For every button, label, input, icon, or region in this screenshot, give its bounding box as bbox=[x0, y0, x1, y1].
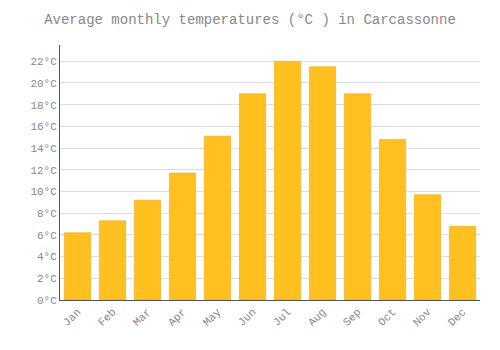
svg-text:Feb: Feb bbox=[96, 306, 118, 328]
svg-text:2°C: 2°C bbox=[37, 273, 57, 285]
svg-text:4°C: 4°C bbox=[37, 251, 57, 263]
svg-text:Sep: Sep bbox=[341, 306, 363, 328]
svg-text:Nov: Nov bbox=[411, 306, 434, 329]
svg-text:12°C: 12°C bbox=[30, 165, 57, 177]
svg-text:May: May bbox=[201, 306, 224, 329]
svg-text:Dec: Dec bbox=[446, 306, 468, 328]
svg-text:Aug: Aug bbox=[306, 306, 328, 328]
svg-text:Jan: Jan bbox=[61, 306, 83, 328]
svg-text:18°C: 18°C bbox=[30, 100, 57, 112]
svg-text:Apr: Apr bbox=[166, 306, 188, 328]
svg-text:22°C: 22°C bbox=[30, 56, 57, 68]
svg-text:Jun: Jun bbox=[236, 306, 258, 328]
svg-text:0°C: 0°C bbox=[37, 295, 57, 307]
svg-text:Jul: Jul bbox=[271, 306, 293, 328]
svg-text:14°C: 14°C bbox=[30, 143, 57, 155]
svg-text:6°C: 6°C bbox=[37, 230, 57, 242]
svg-text:10°C: 10°C bbox=[30, 186, 57, 198]
svg-text:Mar: Mar bbox=[131, 306, 153, 328]
svg-text:8°C: 8°C bbox=[37, 208, 57, 220]
svg-text:Oct: Oct bbox=[376, 306, 398, 328]
svg-text:20°C: 20°C bbox=[30, 78, 57, 90]
svg-text:Average monthly temperatures (: Average monthly temperatures (°C ) in Ca… bbox=[44, 12, 456, 28]
svg-text:16°C: 16°C bbox=[30, 121, 57, 133]
